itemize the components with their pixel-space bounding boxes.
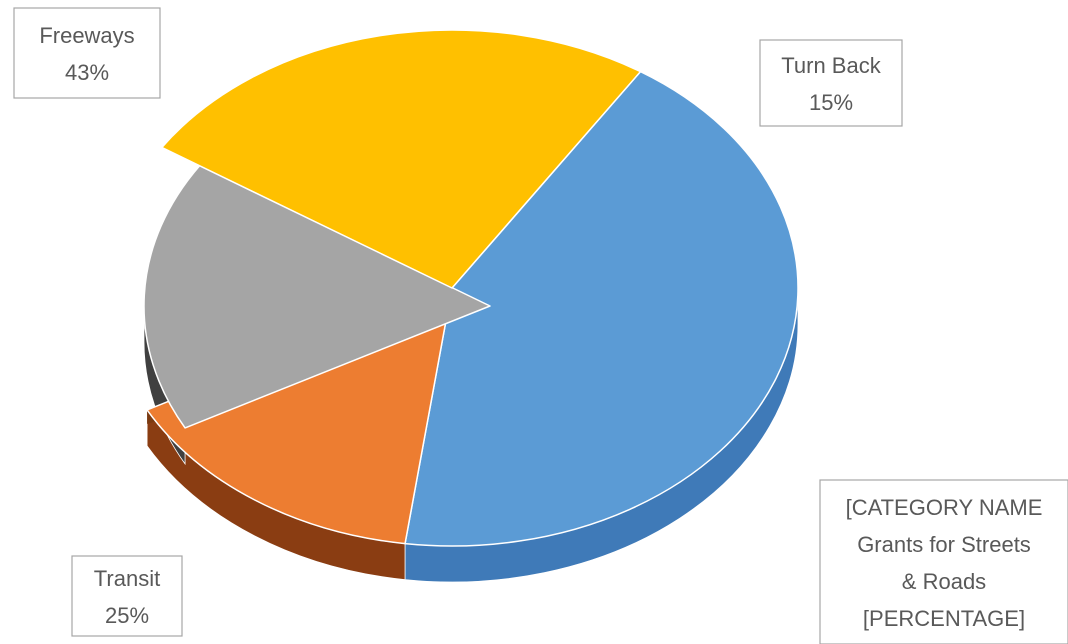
- data-label-turn-back: Turn Back 15%: [759, 39, 903, 127]
- data-label-grants-for-streets-roads: [CATEGORY NAME Grants for Streets & Roads […: [819, 479, 1068, 644]
- slice-grants-for-streets-roads: [143, 164, 491, 429]
- data-label-line: [PERCENTAGE]: [863, 606, 1025, 631]
- data-label-line: 25%: [105, 603, 149, 628]
- data-label-line: Freeways: [39, 23, 134, 48]
- data-label-line: & Roads: [902, 569, 986, 594]
- data-label-line: 43%: [65, 60, 109, 85]
- data-label-line: [CATEGORY NAME: [846, 495, 1043, 520]
- slice-transit: [161, 29, 642, 289]
- slice-freeways: [404, 70, 799, 547]
- data-label-freeways: Freeways 43%: [13, 7, 161, 99]
- data-label-line: 15%: [809, 90, 853, 115]
- data-label-line: Grants for Streets: [857, 532, 1031, 557]
- data-label-box: [759, 39, 903, 127]
- data-label-transit: Transit 25%: [71, 555, 183, 637]
- data-label-box: [819, 479, 1068, 644]
- pie-top-faces: [143, 29, 799, 547]
- data-labels: Freeways 43% Turn Back 15% [CATEGORY NAME Gra…: [13, 7, 1068, 644]
- data-label-line: Transit: [94, 566, 160, 591]
- data-label-box: [13, 7, 161, 99]
- data-label-line: Turn Back: [781, 53, 881, 78]
- data-label-box: [71, 555, 183, 637]
